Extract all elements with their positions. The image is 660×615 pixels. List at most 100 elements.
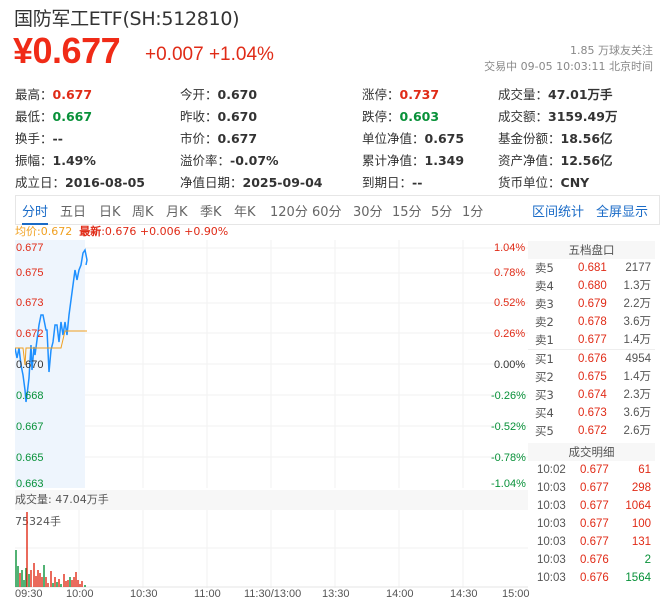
- label: 资产净值：: [498, 153, 561, 168]
- tab-monthly-k[interactable]: 月K: [166, 205, 188, 220]
- trade-time: 10:02: [537, 464, 566, 476]
- trade-row: 10:03 0.676 2: [528, 551, 655, 569]
- active-tab-indicator: [22, 223, 48, 225]
- trade-time: 10:03: [537, 572, 566, 584]
- bid-label: 买3: [535, 388, 554, 402]
- y-pct-tick: 0.78%: [494, 267, 526, 279]
- label: 涨停：: [362, 87, 400, 102]
- ask-row: 卖3 0.679 2.2万: [528, 295, 655, 313]
- trade-volume: 61: [638, 464, 651, 476]
- ask-price: 0.680: [578, 280, 607, 292]
- bid-volume: 3.6万: [623, 407, 652, 419]
- label: 成立日：: [15, 175, 66, 190]
- ask-label: 卖4: [535, 279, 554, 293]
- bid-row: 买4 0.673 3.6万: [528, 404, 655, 422]
- value: 0.667: [52, 109, 93, 124]
- y-tick: 0.668: [16, 390, 44, 402]
- change-value: +0.007: [145, 44, 204, 65]
- value: 0.670: [217, 87, 258, 102]
- quote-premium: 溢价率：-0.07%: [180, 150, 279, 169]
- label: 累计净值：: [362, 153, 425, 168]
- bid-row: 买1 0.676 4954: [528, 350, 655, 368]
- value: 0.677: [52, 87, 93, 102]
- trade-time: 10:03: [537, 518, 566, 530]
- quote-open: 今开：0.670: [180, 84, 257, 103]
- label: 溢价率：: [180, 153, 231, 168]
- bid-label: 买5: [535, 424, 554, 438]
- tab-intraday[interactable]: 分时: [22, 205, 49, 220]
- bid-row: 买3 0.674 2.3万: [528, 386, 655, 404]
- y-tick: 0.670: [16, 359, 44, 371]
- trade-details: 成交明细 10:02 0.677 61 10:03 0.677 298 10:03 0.6…: [528, 443, 655, 587]
- trade-price: 0.677: [580, 464, 609, 476]
- tab-30min[interactable]: 30分: [353, 205, 383, 220]
- value: --: [412, 175, 423, 190]
- value: 2016-08-05: [65, 175, 145, 190]
- y-pct-tick: -0.78%: [491, 452, 526, 464]
- divider: [528, 349, 655, 350]
- x-tick: 13:30: [322, 588, 350, 600]
- label: 成交量：: [498, 87, 549, 102]
- trade-volume: 298: [631, 482, 651, 494]
- y-tick: 0.665: [16, 452, 44, 464]
- value: 12.56亿: [560, 153, 613, 168]
- ask-volume: 2.2万: [623, 298, 652, 310]
- tab-yearly-k[interactable]: 年K: [234, 205, 256, 220]
- value: 2025-09-04: [242, 175, 323, 190]
- volume-header: 成交量: 47.04万手: [15, 490, 528, 510]
- x-tick: 14:30: [450, 588, 478, 600]
- bid-price: 0.672: [578, 425, 607, 437]
- x-tick: 11:30/13:00: [244, 588, 302, 600]
- tab-5min[interactable]: 5分: [431, 205, 453, 220]
- tab-quarterly-k[interactable]: 季K: [200, 205, 222, 220]
- ask-price: 0.677: [578, 334, 607, 346]
- price-change: +0.007 +1.04%: [145, 44, 274, 66]
- trade-row: 10:02 0.677 61: [528, 461, 655, 479]
- intraday-price-chart[interactable]: [15, 240, 528, 490]
- trade-row: 10:03 0.676 1564: [528, 569, 655, 587]
- quote-volume: 成交量：47.01万手: [498, 84, 613, 103]
- label: 市价：: [180, 131, 218, 146]
- tab-5day[interactable]: 五日: [60, 205, 87, 220]
- bid-price: 0.676: [578, 353, 607, 365]
- trade-time: 10:03: [537, 482, 566, 494]
- bid-volume: 1.4万: [623, 371, 652, 383]
- fullscreen-button[interactable]: 全屏显示: [596, 205, 649, 220]
- bid-label: 买2: [535, 370, 554, 384]
- bid-row: 买2 0.675 1.4万: [528, 368, 655, 386]
- y-tick: 0.673: [16, 297, 44, 309]
- latest-price-legend: 最新:0.676 +0.006 +0.90%: [79, 225, 228, 238]
- trade-row: 10:03 0.677 1064: [528, 497, 655, 515]
- trade-price: 0.677: [580, 482, 609, 494]
- quote-acc-nav: 累计净值：1.349: [362, 150, 464, 169]
- bid-volume: 2.3万: [623, 389, 652, 401]
- tab-weekly-k[interactable]: 周K: [132, 205, 154, 220]
- volume-chart[interactable]: [15, 510, 528, 588]
- ask-row: 卖4 0.680 1.3万: [528, 277, 655, 295]
- value: 0.603: [399, 109, 440, 124]
- range-stats-button[interactable]: 区间统计: [532, 205, 585, 220]
- tab-120min[interactable]: 120分: [270, 205, 308, 220]
- quote-limit-down: 跌停：0.603: [362, 106, 439, 125]
- trade-volume: 2: [644, 554, 651, 566]
- label: 最高：: [15, 87, 53, 102]
- value: 1.49%: [52, 153, 96, 168]
- ask-price: 0.678: [578, 316, 607, 328]
- y-tick: 0.672: [16, 328, 44, 340]
- tab-15min[interactable]: 15分: [392, 205, 422, 220]
- y-pct-tick: 0.52%: [494, 297, 526, 309]
- tab-daily-k[interactable]: 日K: [99, 205, 121, 220]
- bid-volume: 2.6万: [623, 425, 652, 437]
- tab-1min[interactable]: 1分: [462, 205, 484, 220]
- value: 0.677: [217, 131, 258, 146]
- trade-row: 10:03 0.677 100: [528, 515, 655, 533]
- y-tick: 0.663: [16, 478, 44, 490]
- tab-60min[interactable]: 60分: [312, 205, 342, 220]
- x-tick: 11:00: [194, 588, 221, 600]
- trade-volume: 100: [631, 518, 651, 530]
- chart-period-tabs: 分时 五日 日K 周K 月K 季K 年K 120分 60分 30分 15分 5分…: [15, 195, 660, 225]
- ask-volume: 2177: [625, 262, 651, 274]
- trade-price: 0.677: [580, 518, 609, 530]
- label: 基金份额：: [498, 131, 561, 146]
- bid-price: 0.675: [578, 371, 607, 383]
